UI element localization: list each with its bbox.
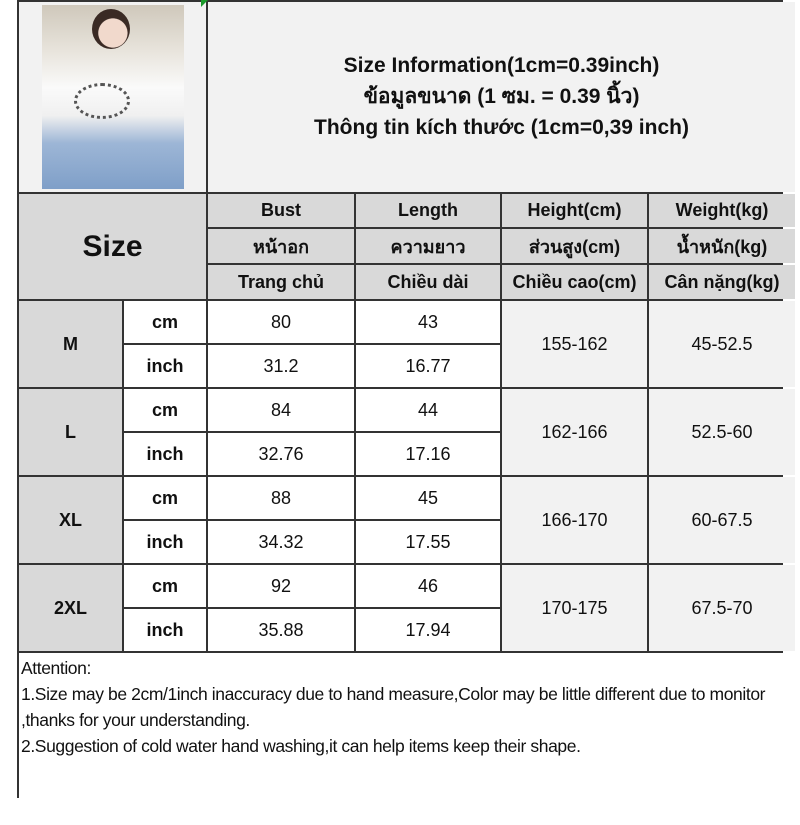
length-inch-value: 17.16 bbox=[356, 433, 500, 475]
column-header: น้ำหนัก(kg) bbox=[649, 229, 795, 263]
column-header: Trang chủ bbox=[208, 265, 354, 299]
size-header: Size bbox=[19, 194, 206, 299]
column-header: Bust bbox=[208, 194, 354, 227]
column-header: Length bbox=[356, 194, 500, 227]
unit-label-inch: inch bbox=[124, 345, 206, 387]
bust-inch-value: 35.88 bbox=[208, 609, 354, 651]
length-inch-value: 17.55 bbox=[356, 521, 500, 563]
height-range: 162-166 bbox=[502, 389, 647, 475]
weight-range: 67.5-70 bbox=[649, 565, 795, 651]
attention-note-2: 2.Suggestion of cold water hand washing,… bbox=[21, 736, 581, 756]
bust-inch-value: 32.76 bbox=[208, 433, 354, 475]
height-range: 170-175 bbox=[502, 565, 647, 651]
cell-comment-marker bbox=[201, 0, 208, 7]
unit-label-inch: inch bbox=[124, 521, 206, 563]
column-header: Chiều cao(cm) bbox=[502, 265, 647, 299]
height-range: 166-170 bbox=[502, 477, 647, 563]
size-label: M bbox=[19, 301, 122, 387]
attention-notes: Attention: 1.Size may be 2cm/1inch inacc… bbox=[19, 653, 795, 825]
model-image bbox=[41, 5, 184, 189]
size-label: XL bbox=[19, 477, 122, 563]
unit-label-cm: cm bbox=[124, 565, 206, 607]
weight-range: 45-52.5 bbox=[649, 301, 795, 387]
unit-label-inch: inch bbox=[124, 609, 206, 651]
column-header: Chiều dài bbox=[356, 265, 500, 299]
bust-inch-value: 34.32 bbox=[208, 521, 354, 563]
height-range: 155-162 bbox=[502, 301, 647, 387]
length-cm-value: 45 bbox=[356, 477, 500, 519]
size-label: L bbox=[19, 389, 122, 475]
unit-label-cm: cm bbox=[124, 389, 206, 431]
column-header: ความยาว bbox=[356, 229, 500, 263]
title-english: Size Information(1cm=0.39inch) bbox=[343, 54, 660, 77]
unit-label-inch: inch bbox=[124, 433, 206, 475]
column-header: Cân nặng(kg) bbox=[649, 265, 795, 299]
attention-heading: Attention: bbox=[21, 658, 91, 678]
bust-cm-value: 92 bbox=[208, 565, 354, 607]
product-photo bbox=[19, 2, 206, 192]
title-vietnamese: Thông tin kích thước (1cm=0,39 inch) bbox=[314, 116, 689, 139]
column-header: หน้าอก bbox=[208, 229, 354, 263]
size-info-title: Size Information(1cm=0.39inch) ข้อมูลขนา… bbox=[208, 2, 795, 192]
weight-range: 60-67.5 bbox=[649, 477, 795, 563]
bust-cm-value: 80 bbox=[208, 301, 354, 343]
column-header: ส่วนสูง(cm) bbox=[502, 229, 647, 263]
bust-cm-value: 88 bbox=[208, 477, 354, 519]
length-cm-value: 46 bbox=[356, 565, 500, 607]
length-inch-value: 17.94 bbox=[356, 609, 500, 651]
bust-cm-value: 84 bbox=[208, 389, 354, 431]
bust-inch-value: 31.2 bbox=[208, 345, 354, 387]
column-header: Height(cm) bbox=[502, 194, 647, 227]
length-cm-value: 43 bbox=[356, 301, 500, 343]
size-label: 2XL bbox=[19, 565, 122, 651]
length-inch-value: 16.77 bbox=[356, 345, 500, 387]
weight-range: 52.5-60 bbox=[649, 389, 795, 475]
size-chart-table: Size Information(1cm=0.39inch) ข้อมูลขนา… bbox=[17, 0, 795, 825]
title-thai: ข้อมูลขนาด (1 ซม. = 0.39 นิ้ว) bbox=[363, 85, 640, 108]
column-header: Weight(kg) bbox=[649, 194, 795, 227]
attention-note-1: 1.Size may be 2cm/1inch inaccuracy due t… bbox=[21, 684, 766, 730]
unit-label-cm: cm bbox=[124, 477, 206, 519]
unit-label-cm: cm bbox=[124, 301, 206, 343]
length-cm-value: 44 bbox=[356, 389, 500, 431]
